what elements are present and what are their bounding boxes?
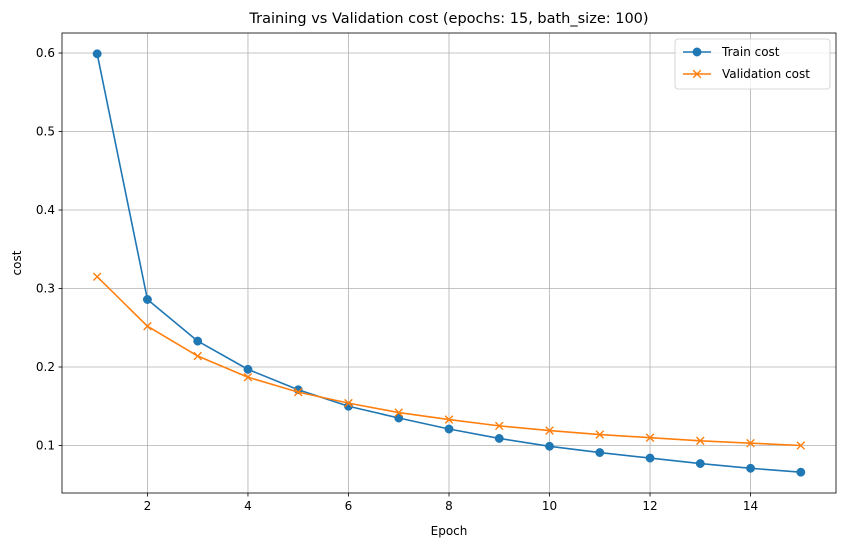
- validation-cost-point-stroke: [696, 436, 705, 446]
- validation-cost-point-stroke: [494, 421, 504, 431]
- x-tick-label: 2: [144, 499, 152, 513]
- x-tick-label: 6: [345, 499, 353, 513]
- validation-cost-point-stroke: [746, 438, 755, 448]
- validation-cost-point-stroke: [645, 433, 655, 442]
- train-cost-point: [243, 364, 253, 374]
- validation-cost-point-stroke: [545, 426, 554, 435]
- validation-cost-point: [344, 398, 353, 408]
- train-cost-point: [796, 467, 806, 477]
- validation-cost-point-stroke: [595, 430, 605, 439]
- x-tick-label: 14: [743, 499, 758, 513]
- train-cost-point: [595, 448, 605, 458]
- validation-cost-point: [92, 272, 102, 282]
- validation-cost-point-stroke: [92, 272, 102, 282]
- legend-marker-validation-cost: [692, 69, 702, 79]
- train-cost-point: [545, 441, 554, 451]
- train-cost-point: [695, 459, 705, 469]
- train-cost-point: [394, 413, 404, 423]
- validation-cost-point: [494, 421, 504, 431]
- grid-layer: [62, 33, 836, 493]
- y-tick-label: 0.5: [36, 125, 55, 139]
- validation-cost-point: [746, 438, 755, 448]
- series-layer: [92, 49, 806, 477]
- y-tick-label: 0.4: [36, 203, 55, 217]
- validation-cost-point: [696, 436, 705, 446]
- y-tick-label: 0.2: [36, 360, 55, 374]
- validation-cost-point: [796, 441, 806, 450]
- x-axis-label: Epoch: [431, 524, 468, 538]
- y-tick-label: 0.3: [36, 282, 55, 296]
- x-tick-label: 12: [642, 499, 657, 513]
- validation-cost-point-stroke: [344, 398, 353, 408]
- y-tick-label: 0.6: [36, 46, 55, 60]
- y-tick-label: 0.1: [36, 439, 55, 453]
- chart-title: Training vs Validation cost (epochs: 15,…: [248, 11, 648, 27]
- train-cost-point: [645, 453, 655, 463]
- x-tick-label: 4: [244, 499, 252, 513]
- train-cost-point: [746, 463, 756, 473]
- train-cost-point: [193, 336, 203, 346]
- validation-cost-point: [595, 430, 605, 439]
- validation-cost-point-stroke: [293, 387, 303, 397]
- tick-layer: 2 4 6 8 10 12 14 0.1 0.2 0.3 0.4 0.5 0.6: [36, 46, 758, 513]
- validation-cost-point-stroke: [796, 441, 806, 450]
- validation-cost-point-stroke: [193, 351, 202, 361]
- validation-cost-point: [444, 415, 454, 424]
- x-tick-label: 10: [542, 499, 557, 513]
- x-tick-label: 8: [445, 499, 453, 513]
- train-cost-point: [494, 433, 504, 443]
- validation-cost-point: [143, 321, 152, 331]
- train-cost-point: [92, 49, 102, 59]
- legend-box: [674, 38, 831, 90]
- validation-cost-point-stroke: [444, 415, 454, 424]
- train-cost-point: [142, 295, 152, 304]
- validation-cost-point: [243, 372, 253, 382]
- train-cost-point: [444, 424, 454, 434]
- legend: Train cost Validation cost: [674, 38, 831, 90]
- validation-cost-point: [293, 387, 303, 397]
- legend-label-validation-cost: Validation cost: [722, 67, 810, 81]
- y-axis-label: cost: [10, 250, 24, 275]
- validation-cost-point-stroke: [243, 372, 253, 382]
- validation-cost-point: [394, 408, 404, 417]
- validation-cost-point-stroke: [143, 321, 152, 331]
- legend-label-train-cost: Train cost: [721, 45, 780, 59]
- legend-marker-train-cost: [692, 47, 702, 57]
- validation-cost-point-stroke: [394, 408, 404, 417]
- legend-marker-validation-cost-stroke: [692, 69, 702, 79]
- validation-cost-point: [193, 351, 202, 361]
- validation-cost-point: [645, 433, 655, 442]
- validation-cost-point: [545, 426, 554, 435]
